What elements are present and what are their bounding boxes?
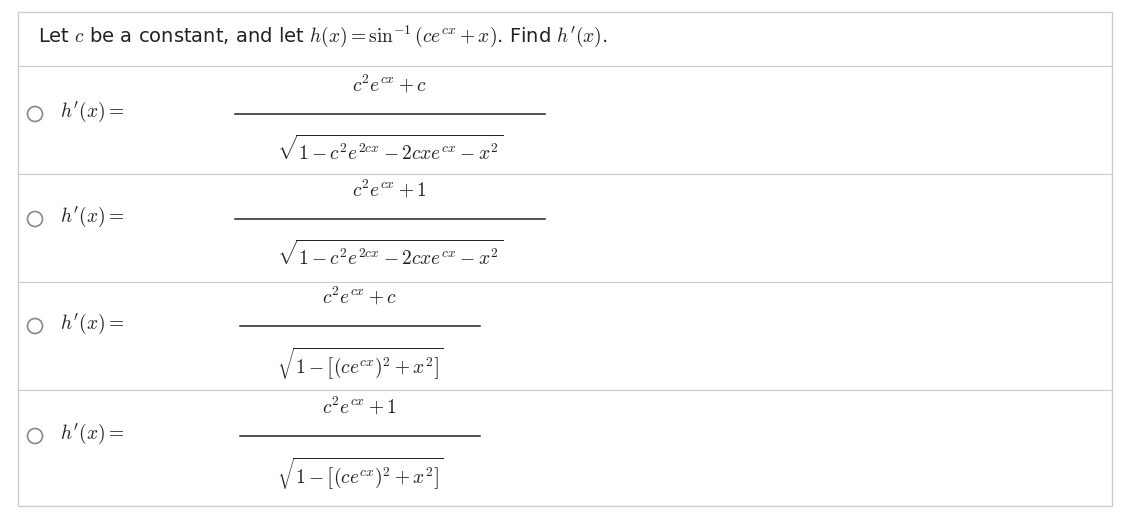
Circle shape bbox=[27, 319, 43, 334]
Circle shape bbox=[27, 211, 43, 227]
Text: $c^2e^{cx} + c$: $c^2e^{cx} + c$ bbox=[322, 286, 398, 308]
Text: $h'(x) =$: $h'(x) =$ bbox=[60, 205, 124, 229]
Text: $h'(x) =$: $h'(x) =$ bbox=[60, 100, 124, 124]
Text: $\sqrt{1 - \left[(ce^{cx})^2 + x^2\right]}$: $\sqrt{1 - \left[(ce^{cx})^2 + x^2\right… bbox=[277, 456, 443, 492]
Text: $c^2e^{cx} + c$: $c^2e^{cx} + c$ bbox=[353, 74, 427, 96]
Text: $\sqrt{1 - c^2e^{2cx} - 2cxe^{cx} - x^2}$: $\sqrt{1 - c^2e^{2cx} - 2cxe^{cx} - x^2}… bbox=[277, 239, 503, 269]
Text: $c^2e^{cx} + 1$: $c^2e^{cx} + 1$ bbox=[322, 396, 398, 418]
FancyBboxPatch shape bbox=[18, 12, 1112, 506]
Text: $\sqrt{1 - c^2e^{2cx} - 2cxe^{cx} - x^2}$: $\sqrt{1 - c^2e^{2cx} - 2cxe^{cx} - x^2}… bbox=[277, 134, 503, 164]
Text: $h'(x) =$: $h'(x) =$ bbox=[60, 422, 124, 446]
Circle shape bbox=[27, 106, 43, 121]
Circle shape bbox=[27, 429, 43, 444]
Text: $c^2e^{cx} + 1$: $c^2e^{cx} + 1$ bbox=[353, 179, 427, 201]
Text: $\sqrt{1 - \left[(ce^{cx})^2 + x^2\right]}$: $\sqrt{1 - \left[(ce^{cx})^2 + x^2\right… bbox=[277, 346, 443, 382]
Text: $h'(x) =$: $h'(x) =$ bbox=[60, 312, 124, 336]
Text: Let $c$ be a constant, and let $h(x) = \sin^{-1}(ce^{cx} + x)$. Find $h'(x)$.: Let $c$ be a constant, and let $h(x) = \… bbox=[38, 24, 608, 49]
